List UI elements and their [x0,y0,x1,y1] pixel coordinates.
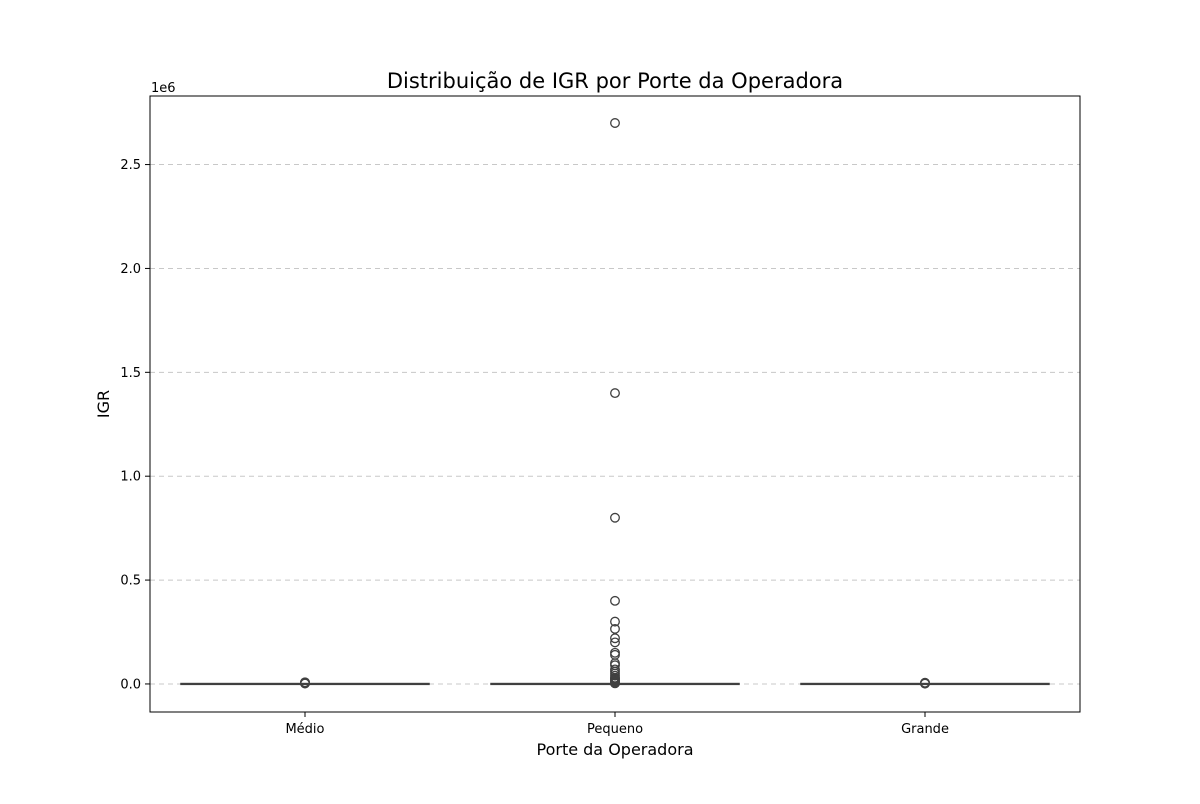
outlier-point [610,623,620,634]
x-axis-label: Porte da Operadora [537,740,694,759]
outlier-point [610,633,620,644]
outlier-point [610,616,620,627]
outlier-point [610,388,620,399]
outlier-point [610,678,620,689]
outlier-point [610,118,620,128]
y-tick-label: 0.0 [120,677,141,692]
y-axis-label: IGR [94,390,113,418]
x-tick-label: Médio [285,722,324,737]
y-tick-label: 2.5 [120,158,141,173]
outlier-point [610,595,620,606]
y-tick-label: 1.0 [120,470,141,485]
outlier-layer [300,118,930,689]
outlier-point [300,677,310,688]
y-tick-label: 2.0 [120,262,141,277]
chart-title: Distribuição de IGR por Porte da Operado… [387,69,843,93]
y-tick-label: 1.5 [120,366,141,381]
outlier-point [610,512,620,523]
x-axis-ticks: Médio Pequeno Grande [285,712,949,737]
y-axis-offset-label: 1e6 [151,81,176,96]
outlier-point [920,677,930,688]
y-axis-ticks: 0.0 0.5 1.0 1.5 2.0 2.5 [120,158,150,692]
y-tick-label: 0.5 [120,574,141,589]
outlier-point [610,637,620,648]
x-tick-label: Grande [901,722,949,737]
x-tick-label: Pequeno [587,722,643,737]
